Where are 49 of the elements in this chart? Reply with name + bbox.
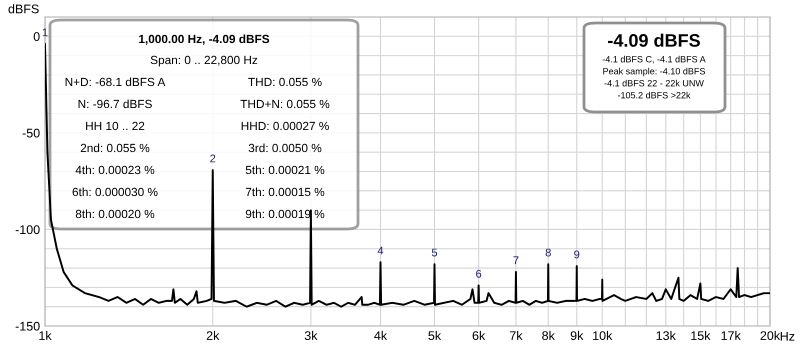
x-tick-label: 2k	[206, 330, 220, 340]
x-tick-label: 13k	[656, 330, 676, 340]
y-tick-label: -150	[16, 322, 40, 331]
x-tick-label: 4k	[374, 330, 388, 340]
annotation: 4	[378, 246, 384, 254]
annotation: 4th: 0.00023 %	[76, 165, 154, 174]
annotation: 6th: 0.000030 %	[72, 187, 158, 196]
annotation: 3rd: 0.0050 %	[248, 144, 322, 152]
annotation: 8	[546, 248, 551, 256]
annotation: 8th: 0.00020 %	[76, 209, 154, 218]
x-tick-label: 10k	[593, 330, 612, 340]
y-tick-label: -50	[22, 128, 40, 138]
annotation: 1,000.00 Hz, -4.09 dBFS	[139, 34, 270, 45]
x-tick-label: 20k	[760, 330, 780, 340]
annotation: 1	[42, 28, 48, 36]
annotation: Span: 0 .. 22,800 Hz	[150, 56, 258, 66]
annotation: 7	[513, 256, 518, 264]
annotation: N+D: -68.1 dBFS A	[66, 78, 166, 86]
x-tick-label: 17k	[722, 330, 741, 340]
annotation: HHD: 0.00027 %	[242, 122, 329, 130]
annotation: 9	[574, 250, 580, 258]
x-tick-label: 9k	[570, 330, 584, 340]
annotation: THD: 0.055 %	[248, 78, 322, 86]
annotation: HH 10 .. 22	[86, 122, 144, 130]
annotation: 5	[432, 248, 438, 256]
annotation: -4.09 dBFS	[608, 34, 700, 47]
y-axis-title: dBFS	[8, 4, 39, 14]
x-axis-title: Hz	[780, 332, 794, 341]
annotation: 9th: 0.00019 %	[246, 209, 324, 218]
annotation: THD+N: 0.055 %	[240, 100, 330, 108]
y-tick-label: -100	[16, 225, 40, 234]
annotation: -4.1 dBFS 22 - 22k UNW	[604, 80, 704, 86]
x-tick-label: 1k	[39, 330, 52, 340]
annotation: 2nd: 0.055 %	[80, 144, 150, 152]
x-tick-label: 6k	[472, 330, 486, 340]
y-tick-label: 0	[34, 32, 40, 41]
annotation: Peak sample: -4.10 dBFS	[603, 68, 706, 76]
annotation: 6	[476, 270, 482, 278]
annotation: 5th: 0.00021 %	[246, 165, 324, 174]
annotation: 2	[210, 154, 216, 162]
x-tick-label: 5k	[428, 330, 442, 340]
x-tick-label: 7k	[510, 330, 523, 340]
annotation: -105.2 dBFS >22k	[618, 92, 691, 98]
annotation: 7th: 0.00015 %	[246, 187, 324, 196]
annotation: -4.1 dBFS C, -4.1 dBFS A	[602, 56, 706, 64]
x-tick-label: 3k	[304, 330, 318, 340]
x-tick-label: 8k	[542, 330, 555, 340]
annotation: N: -96.7 dBFS	[78, 100, 152, 108]
x-tick-label: 15k	[691, 330, 710, 340]
